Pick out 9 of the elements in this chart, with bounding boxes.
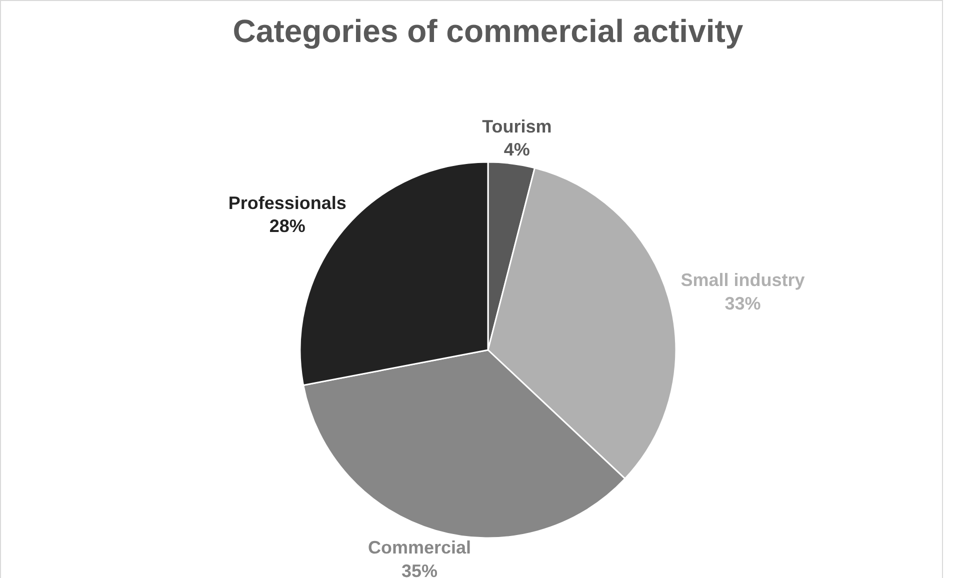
slice-label: Professionals xyxy=(228,192,346,213)
data-label: 33% xyxy=(724,294,761,314)
slice-label: Small industry xyxy=(680,270,805,290)
slice-label: Commercial xyxy=(368,538,472,558)
slice-label: Tourism xyxy=(482,116,552,136)
chart-title: Categories of commercial activity xyxy=(232,13,744,49)
data-label: 4% xyxy=(504,140,530,160)
data-label: 35% xyxy=(401,561,438,578)
data-label: 28% xyxy=(269,216,306,236)
